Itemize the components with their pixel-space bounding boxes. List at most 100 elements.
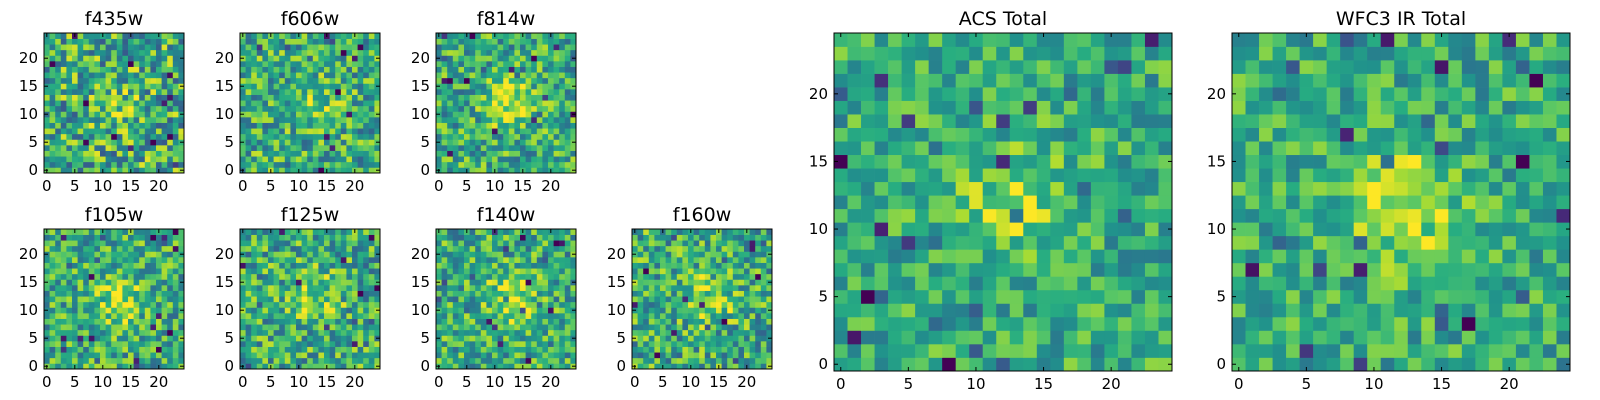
heatmap-cell [111, 240, 118, 247]
heatmap-cell [492, 150, 498, 157]
heatmap-cell [49, 313, 56, 319]
heatmap-cell [122, 329, 129, 336]
heatmap-cell [982, 208, 997, 223]
heatmap-cell [128, 61, 134, 67]
heatmap-cell [318, 94, 325, 101]
heatmap-cell [648, 335, 655, 342]
heatmap-cell [324, 262, 330, 269]
heatmap-cell [559, 89, 566, 95]
heatmap-cell [704, 301, 711, 308]
heatmap-cell [55, 324, 62, 331]
heatmap-cell [542, 335, 549, 342]
heatmap-cell [329, 285, 336, 291]
heatmap-cell [329, 111, 336, 118]
heatmap-cell [643, 229, 650, 235]
heatmap-cell [256, 167, 263, 174]
heatmap-cell [693, 346, 700, 353]
heatmap-cell [284, 38, 291, 45]
heatmap-cell [150, 44, 157, 51]
heatmap-cell [643, 240, 650, 247]
heatmap-cell [312, 301, 319, 308]
heatmap-cell [458, 100, 465, 107]
heatmap-cell [290, 251, 297, 258]
heatmap-cell [178, 100, 185, 107]
heatmap-cell [716, 290, 722, 297]
heatmap-cell [693, 273, 700, 280]
y-tick-label: 10 [607, 301, 626, 319]
heatmap-cell [671, 296, 678, 303]
heatmap-cell [452, 262, 459, 269]
heatmap-cell [834, 276, 848, 291]
heatmap-cell [44, 94, 50, 101]
heatmap-cell [256, 257, 263, 263]
heatmap-cell [508, 301, 515, 308]
heatmap-cell [290, 234, 297, 241]
heatmap-cell [268, 257, 274, 263]
heatmap-cell [688, 307, 694, 314]
heatmap-cell [643, 318, 650, 325]
heatmap-cell [648, 245, 655, 252]
heatmap-cell [83, 329, 90, 336]
heatmap-cell [312, 352, 319, 359]
heatmap-cell [240, 329, 246, 336]
heatmap-cell [324, 105, 330, 112]
heatmap-cell [100, 329, 106, 336]
heatmap-cell [340, 72, 347, 79]
heatmap-cell [172, 111, 179, 118]
heatmap-cell [240, 61, 246, 67]
heatmap-cell [161, 245, 168, 252]
heatmap-cell [660, 335, 666, 342]
heatmap-cell [150, 105, 157, 112]
heatmap-cell [72, 156, 78, 163]
heatmap-cell [901, 357, 916, 372]
heatmap-cell [240, 128, 246, 135]
heatmap-cell [83, 251, 90, 258]
heatmap-cell [503, 100, 510, 107]
heatmap-cell [324, 324, 330, 331]
heatmap-cell [256, 133, 263, 140]
heatmap-cell [982, 222, 997, 237]
heatmap-cell [514, 66, 521, 73]
heatmap-cell [60, 357, 67, 364]
heatmap-cell [256, 44, 263, 51]
heatmap-cell [368, 335, 375, 342]
heatmap-cell [357, 72, 364, 79]
heatmap-cell [643, 313, 650, 319]
y-tick-label: 0 [28, 161, 38, 179]
heatmap-cell [570, 100, 577, 107]
heatmap-cell [77, 128, 84, 135]
heatmap-cell [357, 268, 364, 275]
heatmap-cell [256, 128, 263, 135]
heatmap-cell [436, 150, 442, 157]
heatmap-cell [251, 329, 258, 336]
heatmap-cell [643, 285, 650, 291]
heatmap-cell [548, 55, 554, 62]
heatmap-cell [368, 72, 375, 79]
heatmap-cell [847, 262, 862, 277]
heatmap-cell [676, 240, 683, 247]
y-tick-label: 5 [28, 133, 38, 151]
heatmap-cell [514, 290, 521, 297]
heatmap-cell [307, 251, 314, 258]
y-tick-label: 10 [19, 301, 38, 319]
heatmap-cell [94, 229, 101, 235]
heatmap-cell [251, 363, 258, 370]
heatmap-cell [318, 313, 325, 319]
heatmap-cell [542, 139, 549, 146]
heatmap-cell [357, 105, 364, 112]
heatmap-cell [486, 100, 493, 107]
heatmap-cell [559, 161, 566, 168]
heatmap-cell [548, 100, 554, 107]
heatmap-cell [279, 313, 286, 319]
heatmap-cell [346, 290, 353, 297]
heatmap-cell [44, 341, 50, 347]
heatmap-cell [704, 245, 711, 252]
heatmap-cell [88, 240, 95, 247]
heatmap-cell [441, 296, 448, 303]
heatmap-cell [564, 363, 571, 370]
heatmap-cell [346, 55, 353, 62]
heatmap-cell [436, 296, 442, 303]
heatmap-cell [531, 296, 538, 303]
heatmap-cell [60, 229, 67, 235]
heatmap-cell [486, 307, 493, 314]
